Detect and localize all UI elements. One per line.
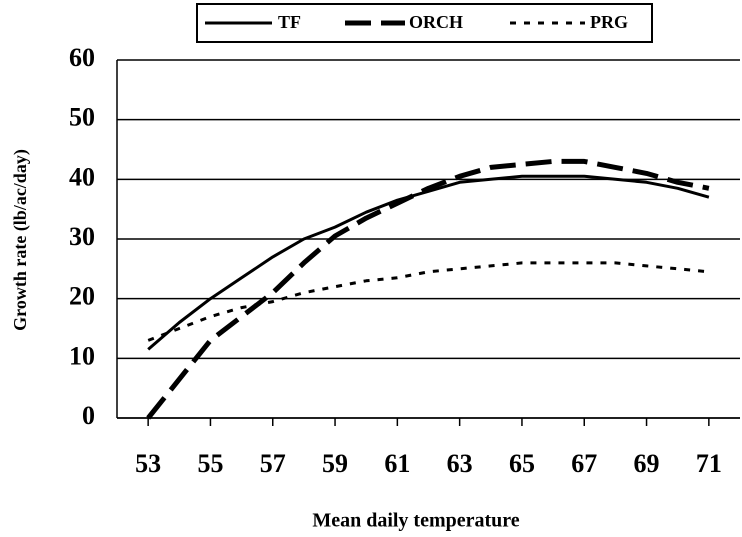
y-axis-label: Growth rate (lb/ac/day) bbox=[10, 149, 31, 331]
x-tick-label: 53 bbox=[135, 449, 161, 478]
y-tick-label: 0 bbox=[82, 401, 95, 430]
x-tick-label: 67 bbox=[571, 449, 597, 478]
x-tick-label: 57 bbox=[260, 449, 286, 478]
x-tick-label: 55 bbox=[197, 449, 223, 478]
y-tick-label: 50 bbox=[69, 103, 95, 132]
legend-label: TF bbox=[278, 12, 301, 32]
x-tick-label: 63 bbox=[447, 449, 473, 478]
x-tick-label: 71 bbox=[696, 449, 722, 478]
y-tick-label: 40 bbox=[69, 162, 95, 191]
x-tick-label: 61 bbox=[384, 449, 410, 478]
y-tick-label: 20 bbox=[69, 282, 95, 311]
y-tick-label: 10 bbox=[69, 341, 95, 370]
legend-label: ORCH bbox=[409, 12, 463, 32]
x-tick-label: 69 bbox=[634, 449, 660, 478]
x-tick-label: 65 bbox=[509, 449, 535, 478]
series-line bbox=[147, 261, 710, 342]
x-tick-label: 59 bbox=[322, 449, 348, 478]
legend-box bbox=[196, 3, 653, 43]
legend-label: PRG bbox=[590, 12, 628, 32]
y-tick-label: 60 bbox=[69, 43, 95, 72]
series-line bbox=[147, 174, 710, 351]
y-tick-label: 30 bbox=[69, 222, 95, 251]
x-axis-label: Mean daily temperature bbox=[312, 510, 519, 532]
series-line bbox=[146, 158, 710, 420]
